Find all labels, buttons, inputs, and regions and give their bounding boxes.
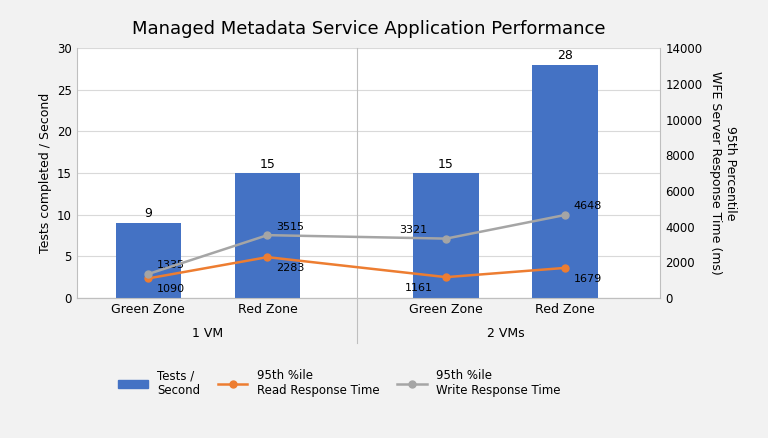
Bar xyxy=(532,65,598,298)
Bar xyxy=(235,173,300,298)
Y-axis label: Tests completed / Second: Tests completed / Second xyxy=(38,93,51,253)
Text: 15: 15 xyxy=(438,158,454,170)
Text: 15: 15 xyxy=(260,158,275,170)
Text: 2 VMs: 2 VMs xyxy=(487,327,525,340)
Y-axis label: 95th Percentile
WFE Server Response Time (ms): 95th Percentile WFE Server Response Time… xyxy=(710,71,737,275)
Text: 28: 28 xyxy=(558,49,573,62)
Legend: Tests /
Second, 95th %ile
Read Response Time, 95th %ile
Write Response Time: Tests / Second, 95th %ile Read Response … xyxy=(114,364,565,402)
Text: 1335: 1335 xyxy=(157,261,184,271)
Text: 1 VM: 1 VM xyxy=(192,327,223,340)
Text: 9: 9 xyxy=(144,208,152,220)
Bar xyxy=(413,173,478,298)
Text: 1090: 1090 xyxy=(157,284,185,294)
Text: 3515: 3515 xyxy=(276,222,303,232)
Title: Managed Metadata Service Application Performance: Managed Metadata Service Application Per… xyxy=(132,20,605,38)
Text: 3321: 3321 xyxy=(399,225,427,235)
Bar xyxy=(115,223,181,298)
Text: 1161: 1161 xyxy=(405,283,432,293)
Text: 1679: 1679 xyxy=(574,274,602,284)
Text: 2283: 2283 xyxy=(276,263,304,273)
Text: 4648: 4648 xyxy=(574,201,602,212)
